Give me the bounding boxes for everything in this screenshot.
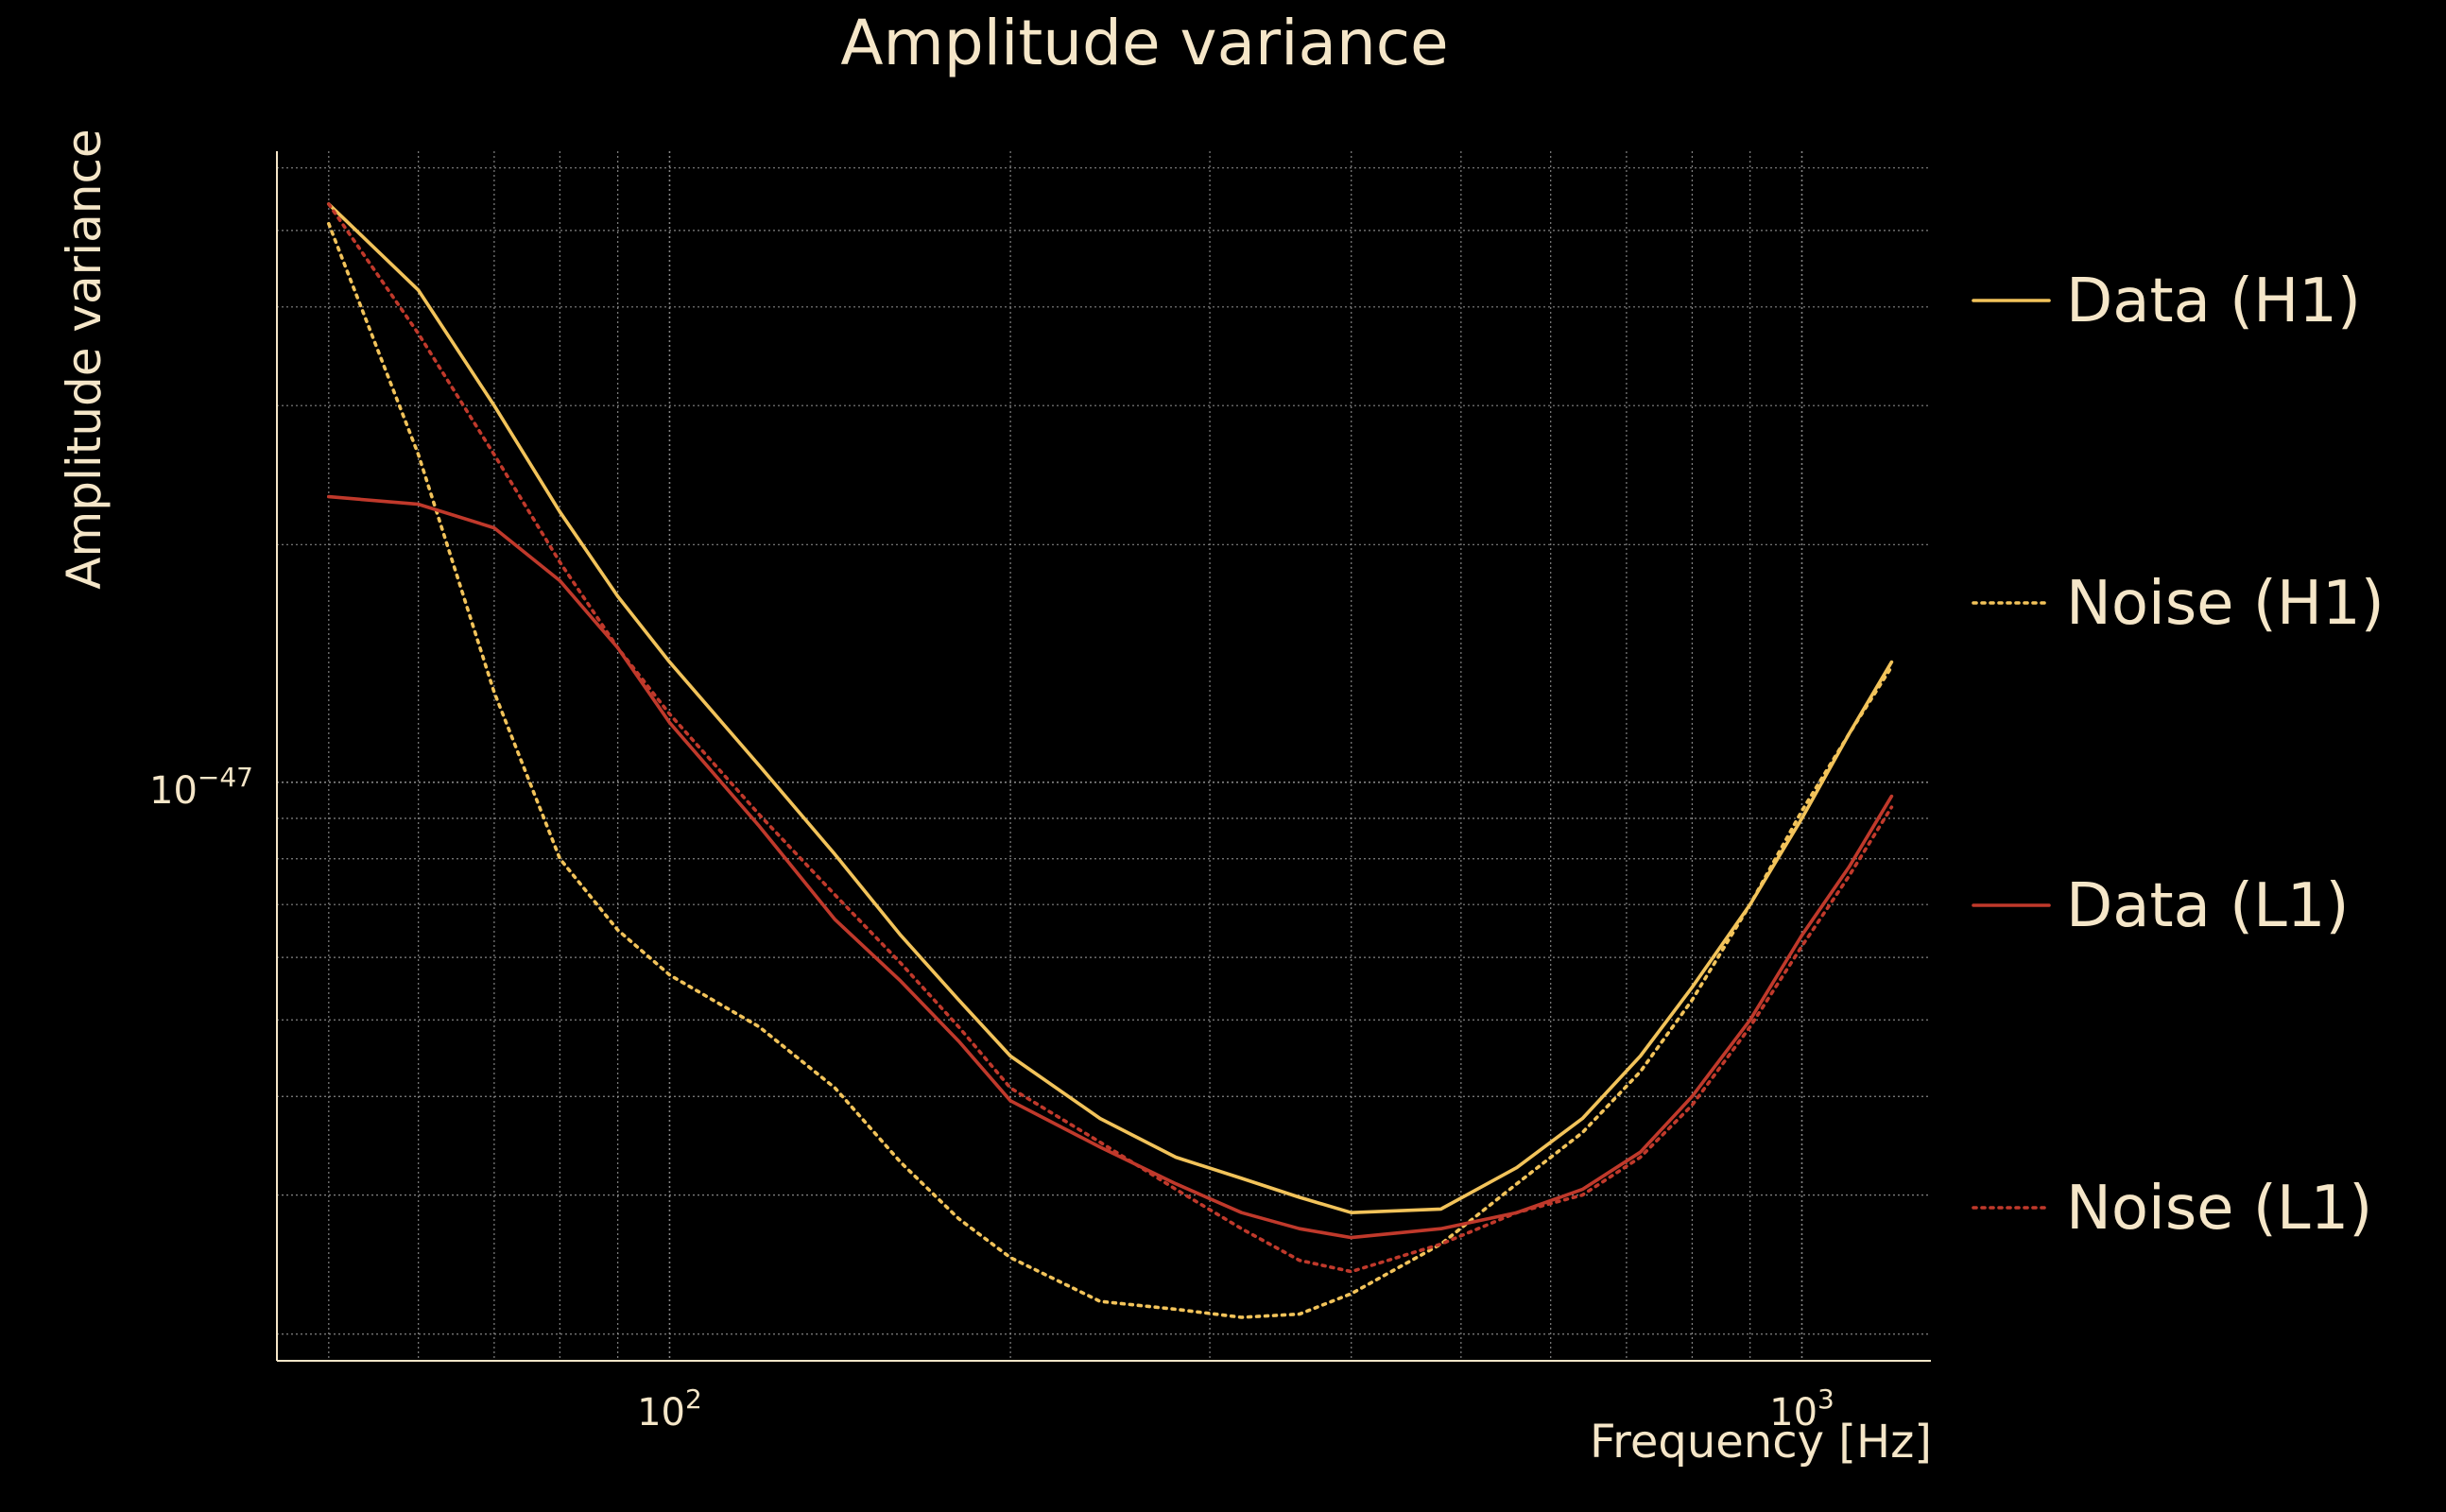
legend-label-1: Data (H1) [2066,266,2361,336]
series-line-1 [326,202,1894,1214]
legend: Data (H1) Noise (H1) Data (L1) Noise (L1) [1972,266,2385,1244]
legend-label-4: Noise (L1) [2066,1174,2372,1244]
y-axis-label: Amplitude variance [57,129,112,589]
x-tick-label: 102 [637,1383,702,1435]
plot-area [326,202,1894,1319]
x-tick-label: 103 [1769,1383,1834,1435]
tick-labels: 102 103 10−47 [149,762,1834,1435]
axes [276,151,1931,1362]
grid [277,151,1931,1361]
legend-label-3: Data (L1) [2066,871,2349,941]
series-line-4 [326,202,1894,1274]
series-line-2 [326,221,1894,1319]
x-axis-label: Frequency [Hz] [1590,1416,1932,1469]
legend-label-2: Noise (H1) [2066,569,2385,639]
chart-title: Amplitude variance [840,7,1448,79]
y-tick-label: 10−47 [149,762,253,813]
